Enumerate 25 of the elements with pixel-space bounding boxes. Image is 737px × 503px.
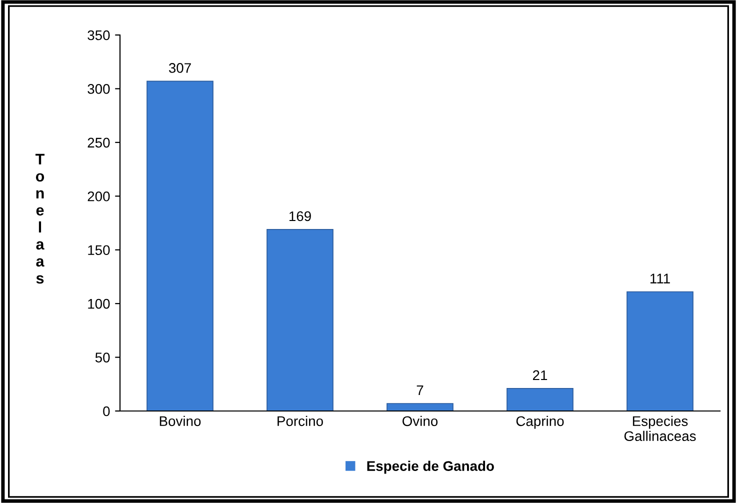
y-tick-label: 250 bbox=[88, 138, 110, 148]
bar bbox=[626, 291, 694, 411]
y-tick-label: 150 bbox=[88, 245, 110, 256]
y-tick-label: 100 bbox=[88, 298, 110, 309]
bar bbox=[146, 80, 214, 411]
y-tick-label: 300 bbox=[88, 84, 110, 94]
bar bbox=[386, 403, 454, 411]
legend-label: Especie de Ganado bbox=[367, 460, 494, 474]
y-axis-title: Tonelaas bbox=[36, 154, 45, 284]
data-label: 21 bbox=[532, 370, 548, 380]
bar bbox=[266, 229, 334, 411]
y-tick-label: 50 bbox=[95, 352, 110, 362]
data-label: 111 bbox=[650, 274, 670, 284]
x-tick-label: Bovino bbox=[160, 416, 201, 426]
x-tick-label: Ovino bbox=[402, 416, 438, 426]
y-tick-label: 0 bbox=[103, 406, 110, 416]
data-label: 169 bbox=[289, 211, 311, 222]
bar bbox=[506, 388, 574, 411]
x-tick-label: Porcino bbox=[278, 416, 323, 426]
y-tick-label: 200 bbox=[88, 191, 110, 202]
data-label: 307 bbox=[168, 63, 191, 73]
x-tick-label: Especies Gallinaceas bbox=[624, 416, 696, 442]
data-label: 7 bbox=[416, 385, 424, 396]
x-tick-label: Caprino bbox=[516, 416, 564, 429]
y-tick-label: 350 bbox=[88, 30, 110, 40]
